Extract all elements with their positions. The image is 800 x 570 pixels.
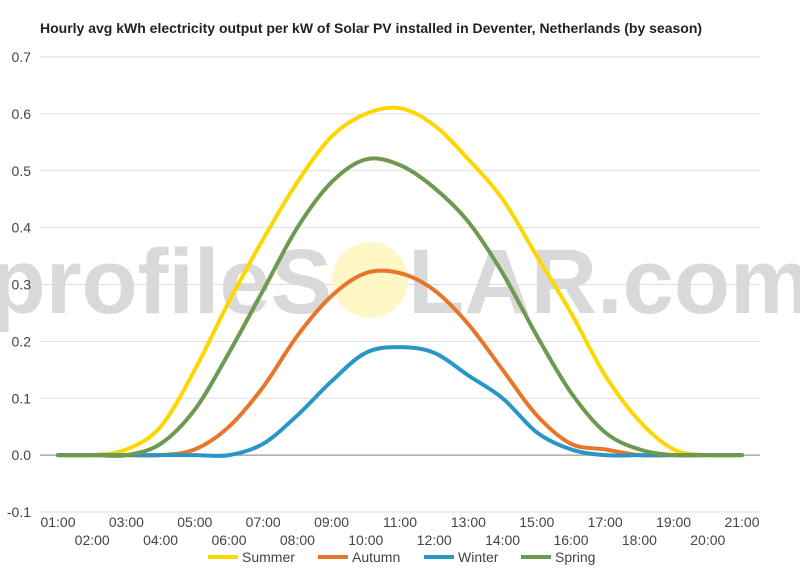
series-line-winter (56, 345, 744, 458)
legend: Summer Autumn Winter Spring (208, 549, 595, 565)
x-tick-label: 03:00 (109, 514, 144, 530)
series-lines (56, 105, 744, 458)
y-tick-label: 0.4 (12, 220, 32, 236)
y-tick-label: -0.1 (7, 504, 31, 520)
series-line-summer (56, 105, 744, 458)
x-tick-label: 16:00 (553, 532, 588, 548)
y-tick-label: 0.1 (12, 390, 32, 406)
x-tick-label: 07:00 (246, 514, 281, 530)
y-tick-label: 0.0 (12, 447, 32, 463)
x-tick-label: 13:00 (451, 514, 486, 530)
x-tick-label: 17:00 (588, 514, 623, 530)
watermark-text-right: LAR.com (408, 231, 800, 333)
x-tick-label: 20:00 (690, 532, 725, 548)
x-tick-label: 06:00 (211, 532, 246, 548)
chart-title: Hourly avg kWh electricity output per kW… (40, 20, 702, 36)
x-tick-label: 09:00 (314, 514, 349, 530)
x-tick-label: 08:00 (280, 532, 315, 548)
legend-label-spring: Spring (555, 549, 595, 565)
x-tick-label: 10:00 (348, 532, 383, 548)
watermark: profileS LAR.com (0, 231, 800, 333)
watermark-sun (332, 242, 408, 318)
legend-label-winter: Winter (458, 549, 499, 565)
y-axis: 0.7 0.6 0.5 0.4 0.3 0.2 0.1 0.0 -0.1 (7, 49, 31, 520)
y-tick-label: 0.3 (12, 277, 32, 293)
x-tick-label: 05:00 (177, 514, 212, 530)
legend-label-autumn: Autumn (352, 549, 400, 565)
x-tick-label: 19:00 (656, 514, 691, 530)
x-tick-label: 21:00 (724, 514, 759, 530)
series-line-spring (56, 156, 744, 458)
y-tick-label: 0.7 (12, 49, 32, 65)
legend-label-summer: Summer (242, 549, 295, 565)
y-tick-label: 0.2 (12, 333, 32, 349)
x-tick-label: 04:00 (143, 532, 178, 548)
x-tick-label: 02:00 (75, 532, 110, 548)
x-tick-label: 01:00 (40, 514, 75, 530)
y-tick-label: 0.6 (12, 106, 32, 122)
x-tick-label: 11:00 (383, 514, 417, 530)
x-tick-label: 18:00 (622, 532, 657, 548)
watermark-text-left: profileS (0, 231, 332, 333)
x-tick-label: 15:00 (519, 514, 554, 530)
y-tick-label: 0.5 (12, 163, 32, 179)
x-tick-label: 14:00 (485, 532, 520, 548)
x-tick-label: 12:00 (417, 532, 452, 548)
